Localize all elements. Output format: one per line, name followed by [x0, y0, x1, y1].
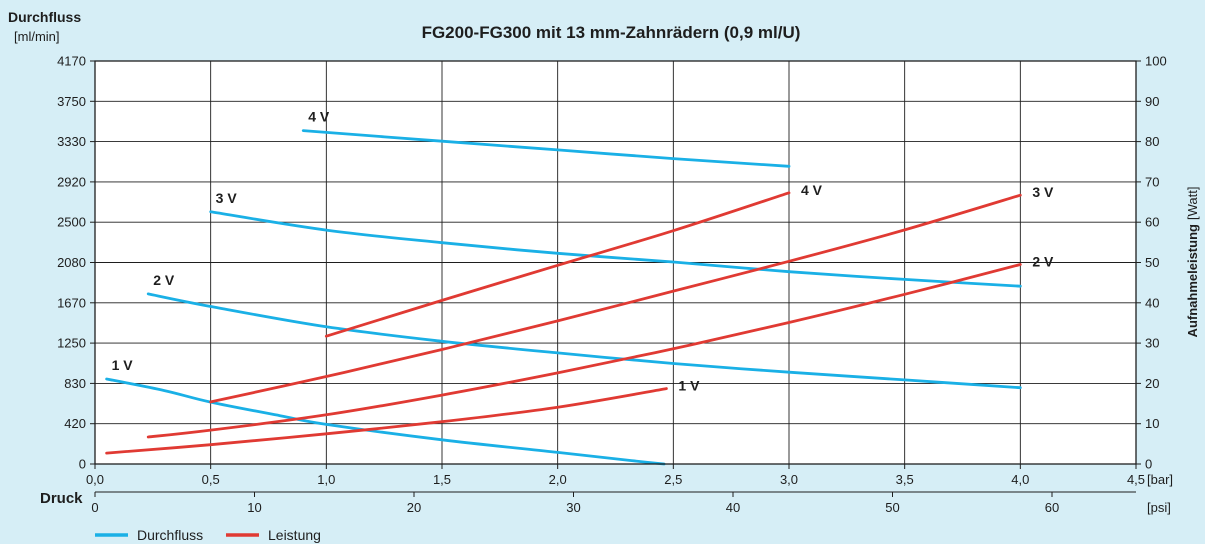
legend-label-leistung: Leistung: [268, 527, 321, 543]
y-right-tick-label: 80: [1145, 134, 1159, 149]
y-left-tick-label: 3330: [57, 134, 86, 149]
flow-line-3v: [209, 210, 1022, 288]
y-right-tick-label: 10: [1145, 416, 1159, 431]
x-axis-unit-psi: [psi]: [1147, 500, 1171, 515]
x-psi-tick-label: 50: [885, 500, 899, 515]
x-bar-tick-label: 0,0: [86, 472, 104, 487]
y-left-tick-label: 2920: [57, 174, 86, 189]
y-right-tick-label: 30: [1145, 336, 1159, 351]
flow-line-1v: [105, 377, 666, 466]
x-psi-tick-label: 10: [247, 500, 261, 515]
flow-label-3v: 3 V: [216, 190, 238, 206]
flow-label-1v: 1 V: [112, 357, 134, 373]
legend-label-durchfluss: Durchfluss: [137, 527, 203, 543]
plot-frame: [94, 60, 1137, 465]
x-bar-tick-label: 0,5: [202, 472, 220, 487]
flow-label-4v: 4 V: [308, 109, 330, 125]
x-psi-tick-label: 40: [726, 500, 740, 515]
power-label-1v: 1 V: [678, 378, 700, 394]
y-left-tick-label: 0: [79, 457, 86, 472]
y-left-axis-unit: [ml/min]: [14, 29, 60, 44]
y-right-tick-label: 40: [1145, 295, 1159, 310]
y-right-tick-label: 90: [1145, 94, 1159, 109]
x-bar-tick-label: 1,5: [433, 472, 451, 487]
flow-line-2v: [146, 292, 1022, 390]
x-psi-tick-label: 60: [1045, 500, 1059, 515]
y-right-tick-label: 70: [1145, 174, 1159, 189]
power-label-3v: 3 V: [1032, 184, 1054, 200]
x-bar-tick-label: 2,0: [549, 472, 567, 487]
x-bar-tick-label: 2,5: [664, 472, 682, 487]
y-right-tick-label: 50: [1145, 255, 1159, 270]
y-right-tick-label: 0: [1145, 457, 1152, 472]
y-left-tick-label: 3750: [57, 94, 86, 109]
y-right-axis-title-bold: Aufnahmeleistung: [1185, 224, 1200, 337]
x-bar-tick-label: 4,5: [1127, 472, 1145, 487]
x-bar-tick-label: 1,0: [317, 472, 335, 487]
power-line-4v: [324, 191, 791, 338]
y-left-tick-label: 1670: [57, 295, 86, 310]
x-psi-tick-label: 0: [91, 500, 98, 515]
x-bar-tick-label: 3,0: [780, 472, 798, 487]
y-right-tick-label: 60: [1145, 215, 1159, 230]
axis-ticks: 0,0 0,5 1,0 1,5 2,0 2,5 3,0 3,5 4,0 4,50 10 20 30 40 5…: [57, 54, 1167, 516]
power-line-3v: [209, 193, 1022, 404]
y-left-tick-label: 830: [64, 376, 86, 391]
x-axis-unit-bar: [bar]: [1147, 472, 1173, 487]
y-left-tick-label: 2500: [57, 215, 86, 230]
y-left-axis-title: Durchfluss: [8, 9, 81, 25]
y-right-tick-label: 100: [1145, 54, 1167, 69]
power-line-1v: [105, 387, 668, 455]
y-right-axis-title-unit: [Watt]: [1185, 187, 1200, 220]
x-bar-tick-label: 4,0: [1011, 472, 1029, 487]
chart-title: FG200-FG300 mit 13 mm-Zahnrädern (0,9 ml…: [422, 23, 801, 42]
x-axis-title: Druck: [40, 490, 83, 507]
power-label-4v: 4 V: [801, 182, 823, 198]
y-left-tick-label: 4170: [57, 54, 86, 69]
flow-label-2v: 2 V: [153, 272, 175, 288]
series-labels: 1 V 2 V 3 V 4 V 1 V 2 V 3 V 4 V: [112, 109, 1054, 394]
x-psi-tick-label: 30: [566, 500, 580, 515]
y-left-tick-label: 420: [64, 416, 86, 431]
y-right-tick-label: 20: [1145, 376, 1159, 391]
y-right-axis-title: Aufnahmeleistung [Watt]: [1185, 187, 1200, 338]
power-line-2v: [146, 263, 1022, 439]
y-left-tick-label: 1250: [57, 336, 86, 351]
legend: Durchfluss Leistung: [95, 527, 321, 543]
flow-line-4v: [301, 129, 791, 168]
x-bar-tick-label: 3,5: [896, 472, 914, 487]
y-left-tick-label: 2080: [57, 255, 86, 270]
power-label-2v: 2 V: [1032, 254, 1054, 270]
x-psi-tick-label: 20: [407, 500, 421, 515]
series-lines: [105, 129, 1022, 466]
